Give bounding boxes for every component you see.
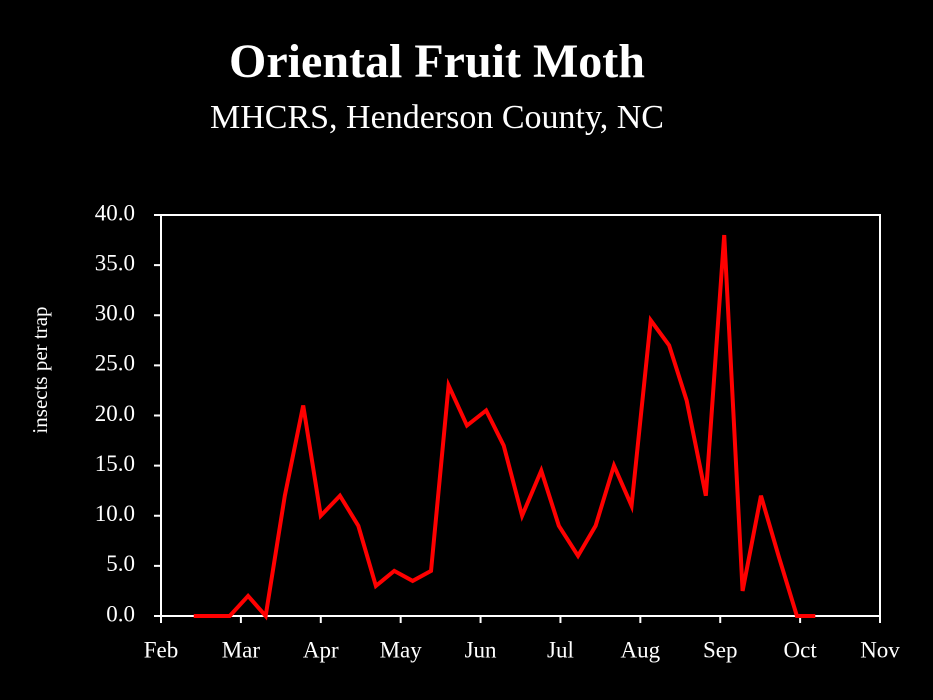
x-tick-label: Oct — [784, 637, 818, 662]
y-tick-label: 20.0 — [95, 401, 135, 426]
y-tick-label: 15.0 — [95, 451, 135, 476]
x-tick-label: Nov — [860, 637, 900, 662]
chart-title: Oriental Fruit Moth — [229, 35, 645, 88]
y-tick-label: 0.0 — [106, 601, 135, 626]
x-tick-label: Jul — [547, 637, 574, 662]
x-tick-label: Aug — [621, 637, 661, 662]
x-tick-label: Feb — [144, 637, 179, 662]
y-axis-label: insects per trap — [28, 306, 52, 433]
x-tick-label: Apr — [303, 637, 339, 662]
x-tick-label: May — [380, 637, 423, 662]
y-tick-label: 35.0 — [95, 250, 135, 275]
y-tick-label: 5.0 — [106, 551, 135, 576]
y-tick-label: 25.0 — [95, 351, 135, 376]
x-tick-label: Jun — [465, 637, 497, 662]
y-tick-label: 40.0 — [95, 200, 135, 225]
y-tick-label: 30.0 — [95, 301, 135, 326]
y-tick-label: 10.0 — [95, 501, 135, 526]
chart-subtitle: MHCRS, Henderson County, NC — [210, 99, 664, 136]
x-tick-label: Sep — [703, 637, 738, 662]
x-tick-label: Mar — [222, 637, 261, 662]
data-line — [193, 234, 816, 621]
